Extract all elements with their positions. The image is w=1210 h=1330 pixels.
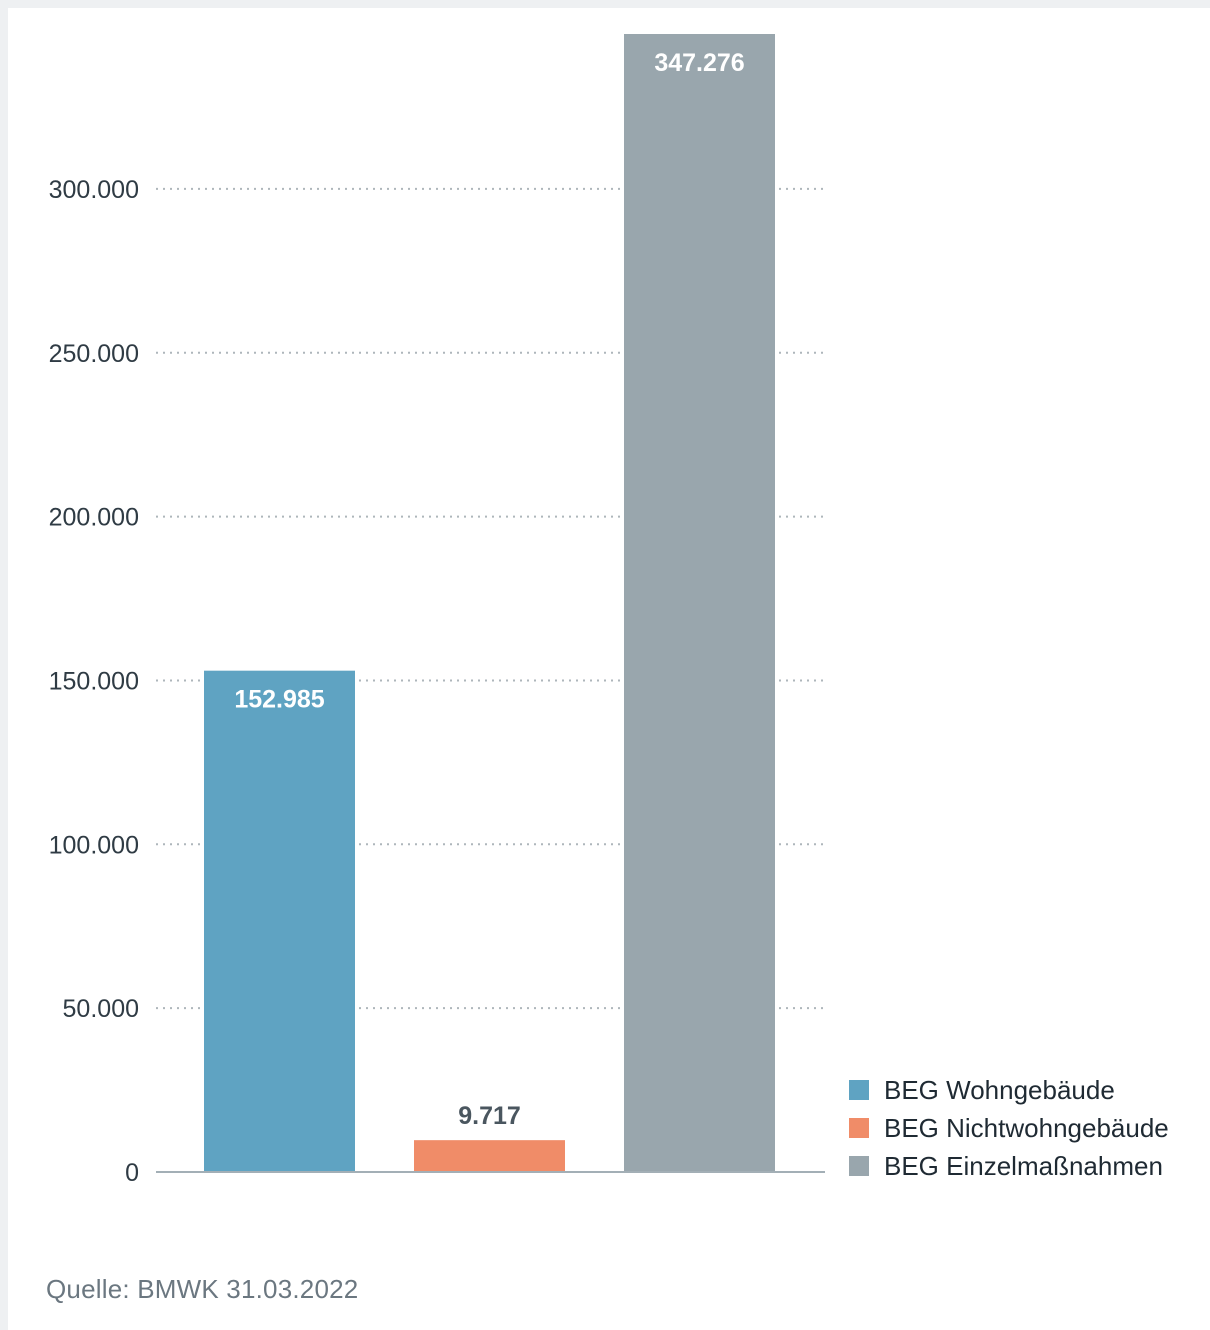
chart-source: Quelle: BMWK 31.03.2022 xyxy=(46,1274,359,1304)
legend-label: BEG Nichtwohngebäude xyxy=(884,1113,1169,1143)
chart-card: 0 50.000 100.000 150.000 200.000 250.000 300.0… xyxy=(8,8,1210,1330)
y-tick-label: 50.000 xyxy=(63,995,139,1023)
bar xyxy=(204,670,355,1172)
bar-value-label: 9.717 xyxy=(458,1102,521,1130)
y-tick-label: 100.000 xyxy=(49,831,139,859)
legend-swatch xyxy=(849,1080,869,1100)
legend-swatch xyxy=(849,1118,869,1138)
legend-swatch xyxy=(849,1156,869,1176)
y-tick-label: 250.000 xyxy=(49,340,139,368)
y-tick-label: 200.000 xyxy=(49,504,139,532)
bar-value-label: 347.276 xyxy=(654,49,744,77)
y-tick-label: 150.000 xyxy=(49,667,139,695)
legend-label: BEG Wohngebäude xyxy=(884,1075,1115,1105)
bar xyxy=(624,34,775,1172)
bar xyxy=(414,1140,565,1172)
bar-chart: 0 50.000 100.000 150.000 200.000 250.000 300.0… xyxy=(49,34,1169,1187)
y-tick-label: 0 xyxy=(125,1159,139,1187)
y-tick-label: 300.000 xyxy=(49,176,139,204)
bar-value-label: 152.985 xyxy=(234,686,324,714)
legend-label: BEG Einzelmaßnahmen xyxy=(884,1151,1163,1181)
